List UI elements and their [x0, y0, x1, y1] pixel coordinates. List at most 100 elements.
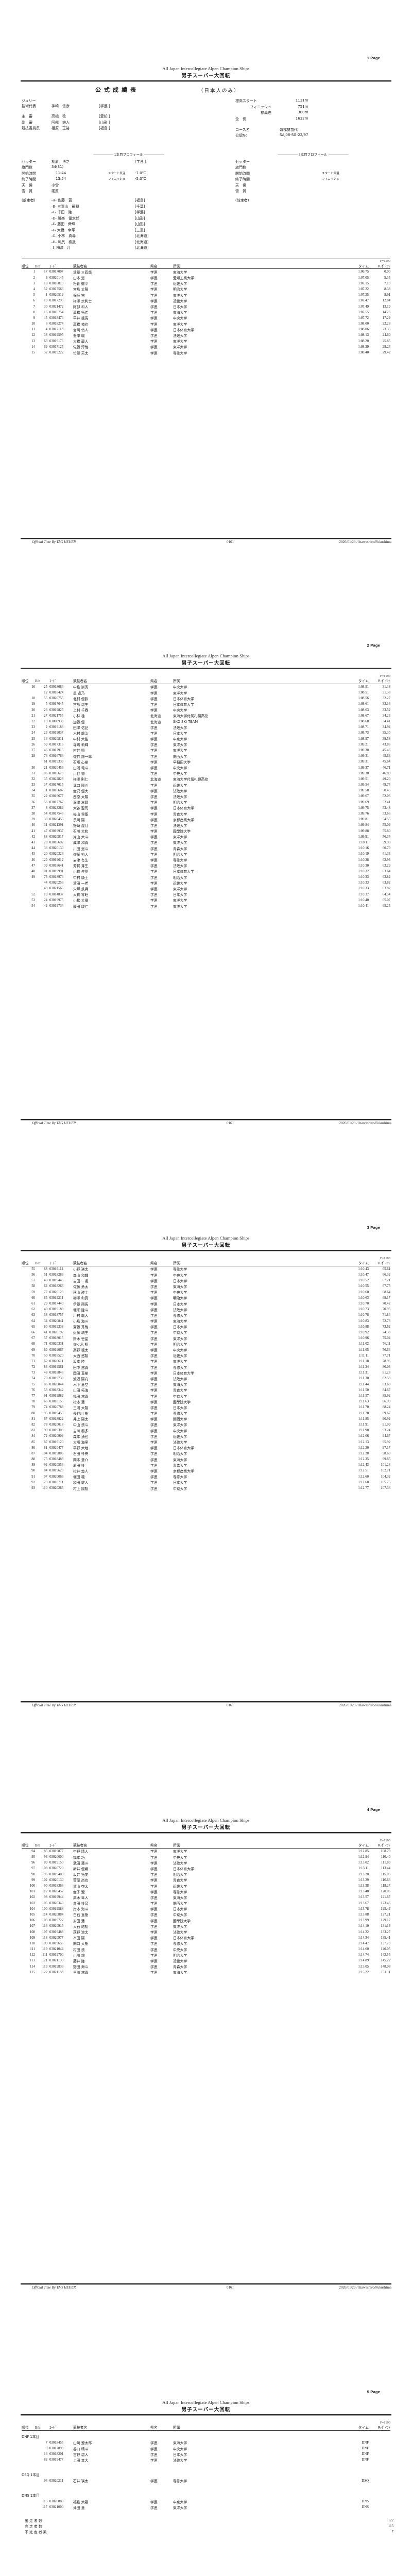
cell-rank: 36 [30, 800, 35, 804]
cell-pref: 学連 [150, 1377, 158, 1381]
cell-time: 1:13.78 [358, 1907, 369, 1911]
cell-club: 東海大学 [173, 1383, 187, 1387]
forerunner-pref: [北海道] [135, 234, 149, 238]
th-rank: 順位 [22, 1261, 29, 1266]
cell-code: 03020519 [49, 293, 64, 297]
cell-rank: 103 [29, 1901, 35, 1905]
footer-rule [21, 1701, 391, 1702]
cell-point: 34.94 [382, 725, 390, 730]
table-row: 65 80 03019338 齋藤 秀哉 学連 日本大学 1:10.88 73.62 [22, 1324, 390, 1330]
cell-bib: 121 [42, 1959, 47, 1963]
th-rank: 順位 [22, 679, 29, 684]
cell-name: 佐藤 裕人 [73, 852, 89, 857]
cell-pref: 学連 [150, 1302, 158, 1307]
cell-bib: 92 [44, 1463, 47, 1467]
cell-time: 1:09.38 [358, 771, 369, 775]
table-row: 21 27 03021755 小林 桂 北海道 東海大学付属札幌高校 1:08.67 34.2… [22, 713, 390, 719]
cell-bib: 37 [44, 783, 47, 787]
table-row: 74 70 03019730 渡辺 陽向 学連 法政大学 1:11.38 82.53 [22, 1376, 390, 1381]
cell-name: 阿部 和人 [73, 305, 89, 309]
table-row: 92 79 03018711 和田 健人 学連 日本大学 1:12.68 105.75 [22, 1480, 390, 1485]
cell-bib: 70 [44, 1377, 47, 1381]
cell-time: 1:08.20 [358, 339, 369, 343]
cell-bib: 110 [42, 1486, 47, 1490]
homolog-value: SAJ08-SG-22/97 [280, 133, 308, 137]
cell-pref: 学連 [150, 1354, 158, 1359]
cell-rank: 5 [32, 293, 35, 297]
table-row: 34 11 03016687 金沢 優大 学連 法政大学 1:09.58 50.45 [22, 788, 390, 793]
table-row: 91 97 03020066 堀田 颯 学連 専修大学 1:12.60 104.32 [22, 1474, 390, 1480]
cell-pref: 学連 [150, 1936, 158, 1941]
cell-point [369, 2457, 390, 2463]
table-row: 41 47 03019937 石川 大和 学連 國學院大学 1:09.88 55.80 [22, 828, 390, 834]
cell-code: 03018084 [49, 685, 64, 689]
cell-rank: 111 [29, 1947, 35, 1952]
course-row: 標高スタート 1131m [235, 98, 308, 105]
th-club: 所属 [173, 264, 180, 268]
cell-club: 日本体育大学 [173, 1371, 194, 1376]
table-row: 80 95 03019455 長谷川 樹 学連 専修大学 1:11.78 89.67 [22, 1410, 390, 1416]
cell-code: 03017546 [49, 812, 64, 816]
status-table: F=1190 順位 Bib ｺｰﾄﾞ 競技者名 県名 所属 タイム R-ﾎﾟｲﾝ… [22, 2420, 390, 2510]
cell-pref: 学連 [150, 1383, 158, 1387]
cell-rank: 83 [30, 1429, 35, 1433]
cell-bib: 46 [44, 748, 47, 752]
forerunner-tag: -B- [52, 204, 57, 209]
cell-bib: 29 [44, 1302, 47, 1306]
cell-point: 24.60 [382, 333, 390, 337]
forerunner-name: 設楽 優太郎 [57, 216, 79, 221]
cell-bib: 113 [42, 1964, 47, 1969]
table-row: 67 57 03018015 鈴木 壱星 学連 東洋大学 1:10.96 75.04 [22, 1335, 390, 1341]
th-point: R-ﾎﾟｲﾝﾄ [378, 679, 390, 684]
page-number: 2 Page [367, 643, 380, 648]
cell-point: 129.17 [381, 1919, 390, 1923]
forerunner-tag: -E- [52, 222, 56, 226]
cell-rank: 76 [30, 1388, 35, 1392]
setter-name [265, 159, 322, 165]
cell-bib: 23 [44, 731, 47, 735]
cell-rank: 113 [29, 1959, 35, 1963]
cell-bib: 120 [42, 858, 47, 862]
cell-rank: 24 [30, 731, 35, 735]
cell-point: 35.30 [382, 731, 390, 735]
cell-time: 1:13.88 [358, 1912, 369, 1917]
cell-time: 1:14.34 [358, 1936, 369, 1940]
cell-club: 中央大学 [173, 685, 187, 690]
cell-time: 1:13.38 [358, 1884, 369, 1888]
table-row: 12 03018424 星 逢乃 学連 東洋大学 1:08.51 31.38 [22, 690, 390, 696]
cell-name: 橋本 巧 [73, 1855, 85, 1860]
cell-club: 中央大学 [173, 766, 187, 770]
end-time-value [265, 177, 322, 183]
cell-pref: 学連 [150, 293, 158, 298]
cell-pref: 学連 [150, 702, 158, 707]
cell-rank: 98 [30, 1872, 35, 1876]
course-table: 標高スタート 1131m フィニッシュ 751m 標高差 380m 全 長 16… [235, 98, 308, 139]
cell-pref: 学連 [150, 1371, 158, 1376]
title-english: All Japan Intercollegiate Alpen Champion… [162, 653, 250, 658]
cell-time: 1:14.47 [358, 1941, 369, 1945]
entry-summary-table: 出 走 者 数 122 完 走 者 数 115 不 完 走 者 数 7 [25, 2517, 393, 2535]
cell-time: 1:11.11 [358, 1353, 369, 1358]
cell-code: 03016670 [49, 771, 64, 775]
cell-point: 46.89 [382, 771, 390, 775]
cell-point: 49.74 [382, 783, 390, 787]
cell-point: 31.38 [382, 691, 390, 695]
cell-point: 7.13 [384, 281, 390, 285]
forerunner-row: -G- 小林 真尋 [北海道] [22, 233, 148, 240]
cell-rank: 20 [30, 708, 35, 712]
cell-time: 1:14.60 [358, 1947, 369, 1952]
results-table: F=1190 順位 Bib ｺｰﾄﾞ 競技者名 県名 所属 タイム R-ﾎﾟｲﾝ… [22, 1838, 390, 1975]
cell-point: 84.67 [382, 1388, 390, 1392]
cell-name: 中野 晴人 [73, 1850, 89, 1854]
cell-pref: 学連 [150, 697, 158, 701]
cell-name: 宍戸 鉄兵 [73, 887, 89, 891]
cell-pref: 学連 [150, 2479, 158, 2484]
table-row: 20 26 03019825 上村 千春 学連 中央大学 1:08.63 33.52 [22, 707, 390, 713]
cell-rank: 25 [30, 737, 35, 741]
results-table-page4: F=1190 順位 Bib ｺｰﾄﾞ 競技者名 県名 所属 タイム R-ﾎﾟｲﾝ… [22, 1838, 390, 1975]
cell-code: 03021044 [49, 1947, 64, 1952]
cell-point: 118.27 [381, 1884, 390, 1888]
table-row: 7 03018455 山崎 遼太郎 学連 東海大学 DNF [22, 2440, 390, 2446]
table-row: 100 90 03018366 遠山 啓太 学連 近畿大学 1:13.38 118.27 [22, 1883, 390, 1889]
cell-club: 京都産業大学 [173, 818, 194, 822]
